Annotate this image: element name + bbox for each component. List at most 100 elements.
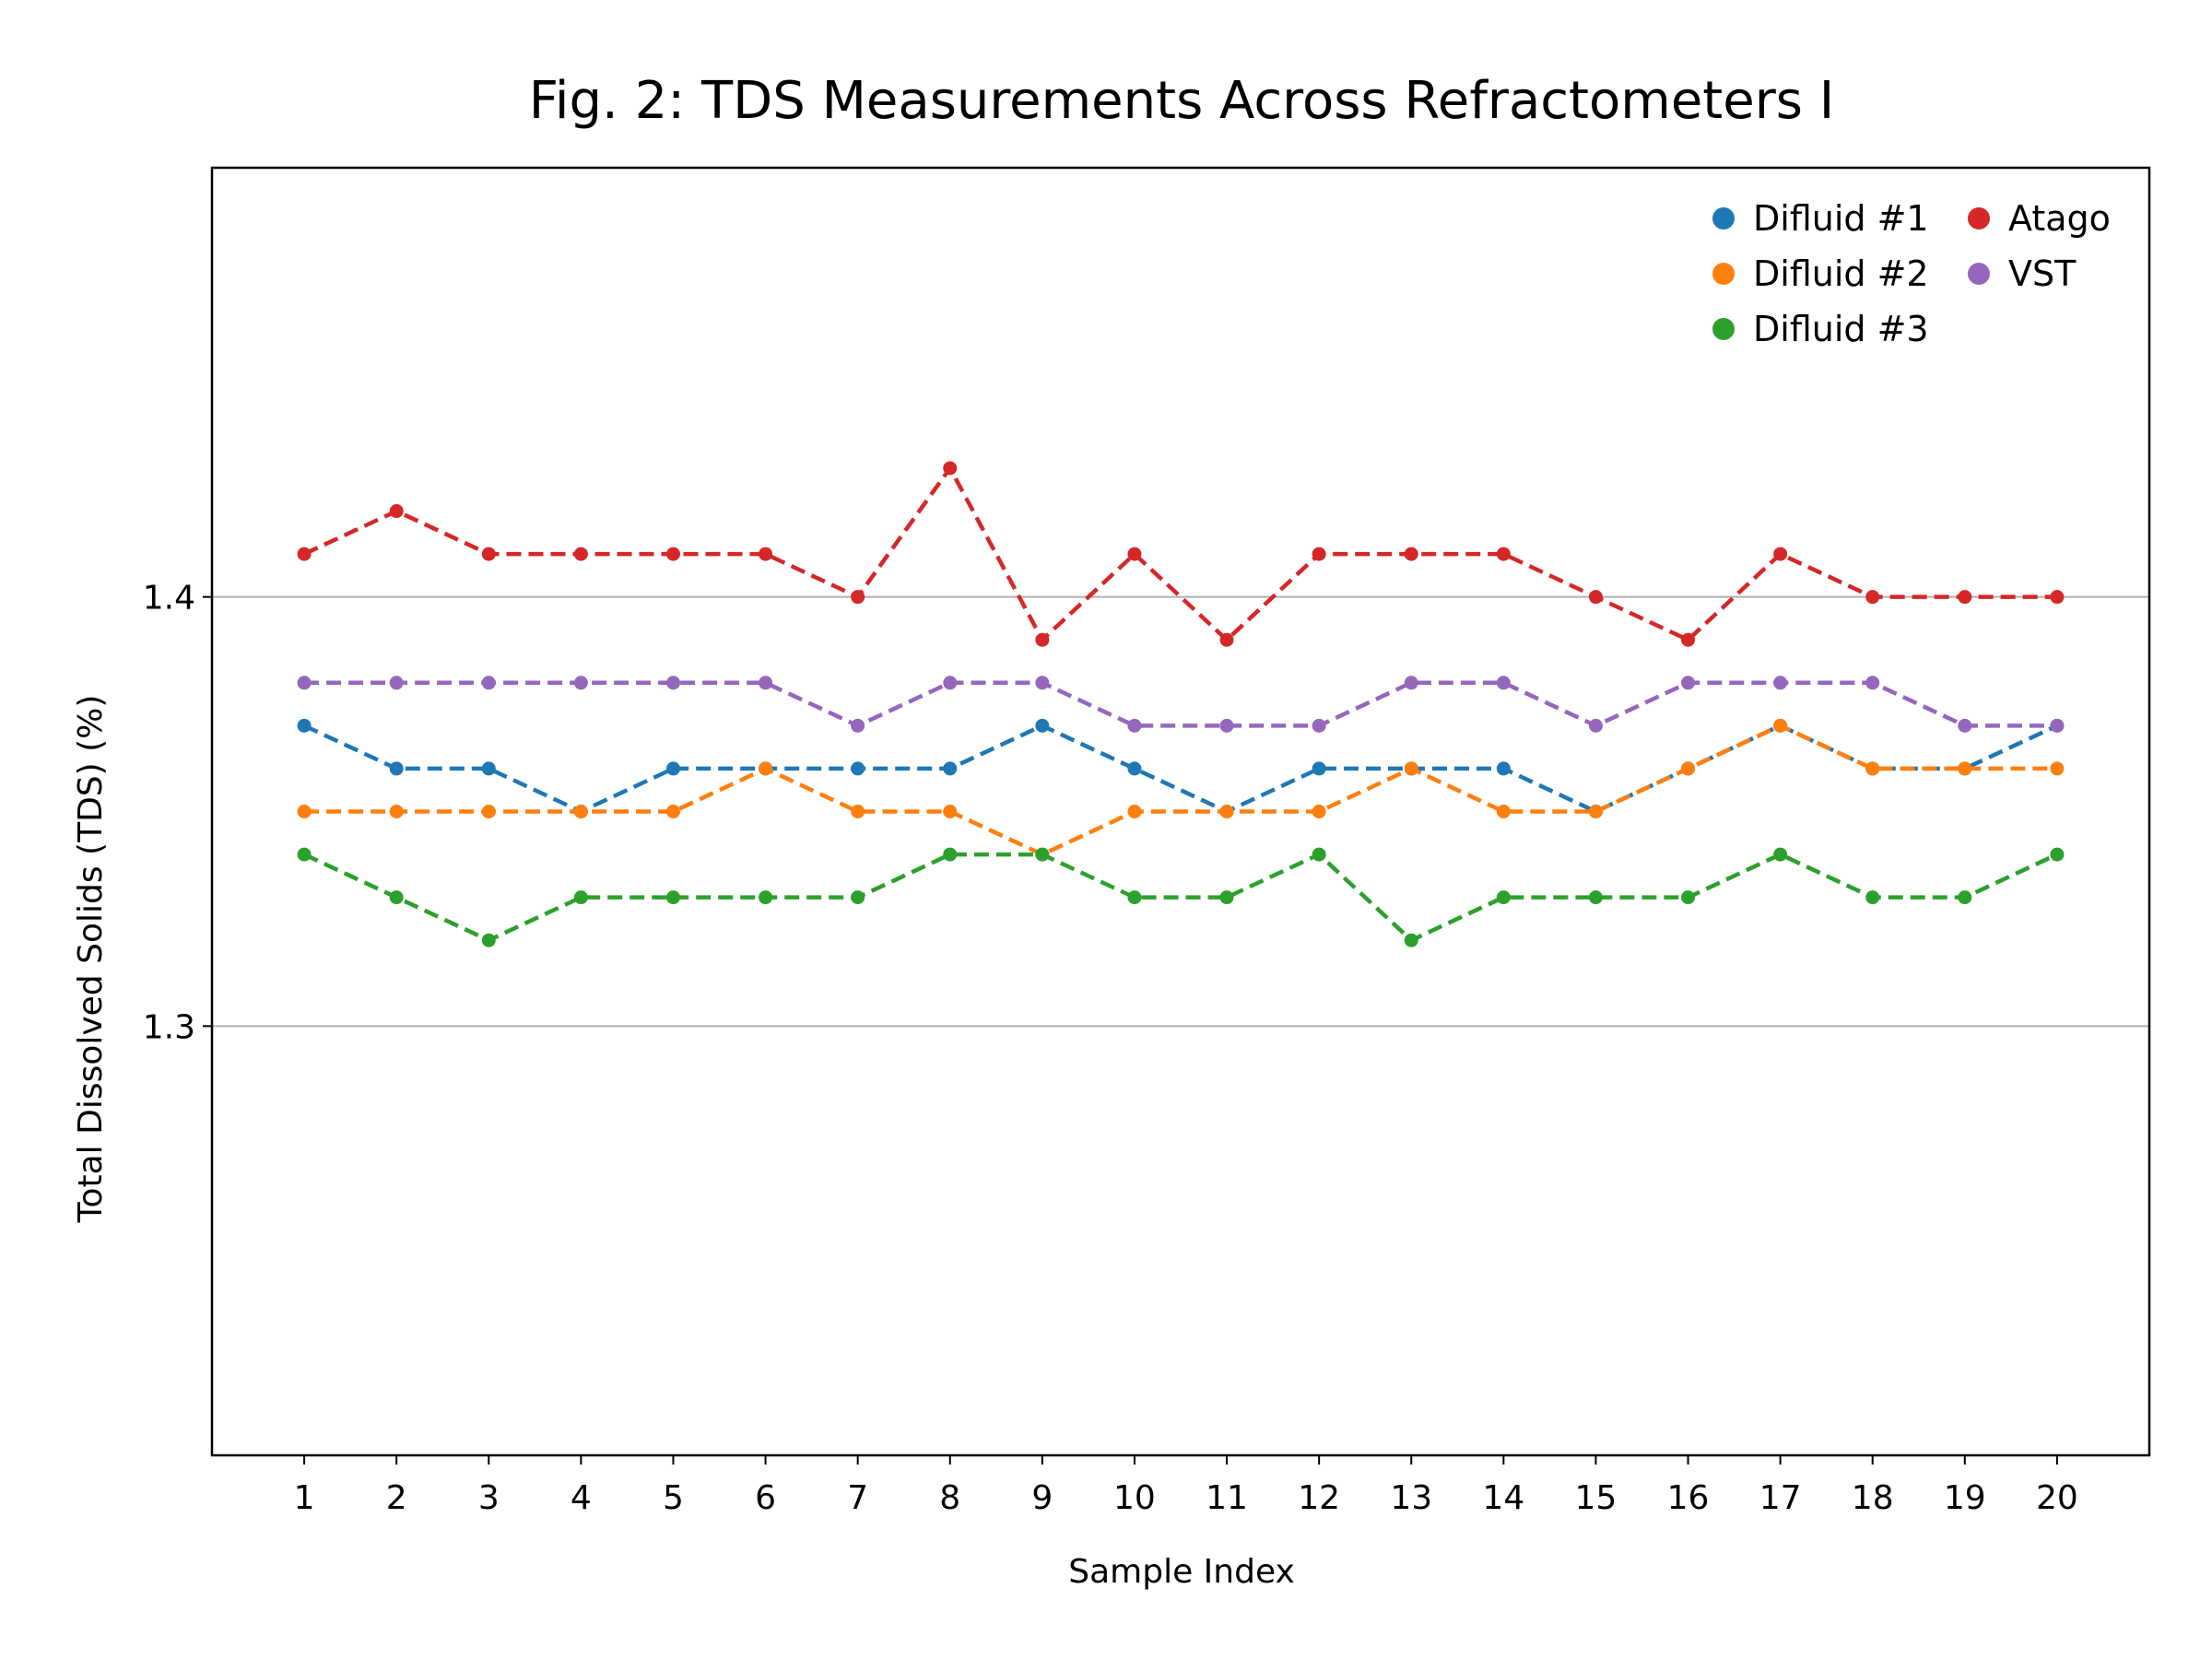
x-tick-label: 15 [1575,1479,1618,1517]
legend-label: Atago [2008,198,2111,239]
data-point [2050,761,2065,776]
legend-label: Difluid #1 [1753,198,1929,239]
x-tick-label: 10 [1113,1479,1156,1517]
data-point [481,676,496,690]
data-point [573,890,588,905]
legend-item: VST [1968,253,2077,294]
data-point [1035,847,1050,862]
data-point [759,676,773,690]
data-point [1496,676,1511,690]
legend-label: Difluid #3 [1753,309,1929,349]
data-point [297,847,312,862]
legend-item: Difluid #2 [1712,253,1929,294]
data-point [1958,718,1972,733]
data-point [481,933,496,947]
data-point [573,547,588,561]
data-point [2050,718,2065,733]
series-line [303,852,2058,943]
legend-label: Difluid #2 [1753,253,1929,294]
legend-item: Difluid #1 [1712,198,1929,239]
data-point [573,676,588,690]
x-tick-label: 8 [939,1479,960,1517]
y-tick-label: 1.3 [143,1008,195,1046]
data-point [1588,718,1603,733]
x-tick-label: 1 [294,1479,315,1517]
data-point [1312,718,1326,733]
data-point [481,805,496,818]
data-point [759,761,773,776]
data-point [1127,805,1142,818]
data-point [851,805,865,818]
data-point [297,547,312,561]
data-point [943,461,958,476]
data-point [665,547,680,561]
data-point [297,805,312,818]
data-point [1404,547,1418,561]
series-4 [297,461,2065,647]
series-group [297,461,2065,947]
data-point [1312,761,1326,776]
data-point [389,504,404,519]
legend-marker [1712,318,1735,340]
data-point [389,805,404,818]
data-point [665,761,680,776]
legend-marker [1712,263,1735,285]
data-point [1127,761,1142,776]
x-tick-label: 9 [1031,1479,1053,1517]
x-tick-label: 11 [1206,1479,1248,1517]
data-point [1773,718,1788,733]
data-point [1404,676,1418,690]
data-point [297,718,312,733]
data-point [1496,890,1511,905]
series-3 [297,847,2065,947]
data-point [759,890,773,905]
data-point [1958,761,1972,776]
x-tick-label: 7 [847,1479,868,1517]
y-tick-label: 1.4 [143,580,195,618]
data-point [1681,890,1696,905]
data-point [943,805,958,818]
data-point [1127,547,1142,561]
data-point [389,676,404,690]
data-point [1958,890,1972,905]
data-point [1496,805,1511,818]
x-tick-label: 20 [2036,1479,2078,1517]
x-axis-ticks: 1 2 3 4 5 6 7 8 9 10 11 12 13 14 15 16 17 18 19 20 [294,1455,2078,1517]
legend-marker [1968,263,1990,285]
data-point [1404,761,1418,776]
legend-item: Difluid #3 [1712,309,1929,349]
data-point [1588,805,1603,818]
data-point [1496,761,1511,776]
chart-title: Fig. 2: TDS Measurements Across Refracto… [529,71,1834,131]
data-point [1588,890,1603,905]
data-point [1773,847,1788,862]
data-point [1219,718,1234,733]
data-point [1219,890,1234,905]
data-point [1865,761,1880,776]
series-line [303,465,2057,642]
data-point [2050,590,2065,605]
data-point [1219,632,1234,647]
x-tick-label: 4 [571,1479,592,1517]
series-line [304,724,2057,857]
x-tick-label: 17 [1759,1479,1802,1517]
data-point [665,805,680,818]
x-tick-label: 3 [478,1479,500,1517]
data-point [2050,847,2065,862]
data-point [851,718,865,733]
legend-label: VST [2008,253,2077,294]
data-point [851,890,865,905]
x-axis-label: Sample Index [1068,1553,1295,1591]
data-point [1035,676,1050,690]
data-point [1681,676,1696,690]
data-point [1773,547,1788,561]
data-point [481,547,496,561]
x-tick-label: 13 [1390,1479,1432,1517]
data-point [943,847,958,862]
data-point [1588,590,1603,605]
x-tick-label: 16 [1667,1479,1710,1517]
series-line [304,680,2057,728]
x-tick-label: 6 [755,1479,776,1517]
